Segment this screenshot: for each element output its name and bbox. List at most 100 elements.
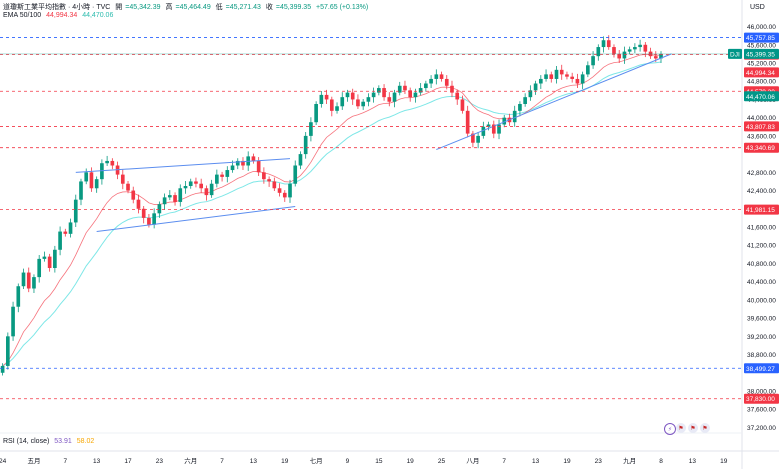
x-tick-label: 九月 xyxy=(623,456,636,465)
candle-body xyxy=(282,192,287,198)
x-tick-label: 五月 xyxy=(27,457,40,465)
candle-body xyxy=(418,88,423,93)
high-label: 高 xyxy=(165,4,173,11)
x-tick-label: 六月 xyxy=(184,456,197,465)
ema100-value: 44,470.06 xyxy=(82,12,114,19)
candle-body xyxy=(653,56,658,59)
candle-body xyxy=(303,135,308,155)
flag-icon-3[interactable]: ⚑ xyxy=(700,423,710,433)
price-tag-label: 38,499.27 xyxy=(746,366,775,373)
x-tick-label: 13 xyxy=(532,458,540,465)
candle-body xyxy=(450,85,454,93)
trendline xyxy=(96,206,296,233)
open-label: 開 xyxy=(115,4,123,11)
candle-body xyxy=(622,51,627,59)
symbol-tag: DJI xyxy=(730,51,740,58)
ema100-tag: 44,470.06 xyxy=(746,94,775,101)
ema-legend[interactable]: EMA 50/100 44,994.34 44,470.06 xyxy=(3,12,116,19)
y-tick-label: 37,600.00 xyxy=(747,407,776,414)
candle-body xyxy=(53,249,57,268)
candle-body xyxy=(512,110,517,123)
x-tick-label: 15 xyxy=(375,458,383,465)
candle-body xyxy=(235,160,240,166)
candle-body xyxy=(204,188,209,196)
candle-body xyxy=(643,44,648,52)
last-price-tag-bg xyxy=(744,48,779,59)
candle-body xyxy=(309,122,313,136)
candle-body xyxy=(79,181,83,200)
y-tick-label: 45,600.00 xyxy=(747,42,776,49)
x-tick-label: 19 xyxy=(563,458,571,465)
price-tag-bg xyxy=(744,142,779,153)
candle-body xyxy=(617,53,622,59)
candle-body xyxy=(596,47,601,57)
candle-body xyxy=(262,172,266,180)
candle-body xyxy=(591,56,595,66)
open-value: =45,342.39 xyxy=(125,4,161,11)
trendline xyxy=(75,158,291,173)
candle-body xyxy=(356,99,360,107)
candle-body xyxy=(533,83,538,91)
x-tick-label: 8 xyxy=(659,458,663,465)
candle-body xyxy=(340,97,345,107)
candle-body xyxy=(47,256,52,268)
x-tick-label: 七月 xyxy=(310,456,323,465)
lightning-icon[interactable]: ⚡ xyxy=(664,423,676,435)
y-tick-label: 37,200.00 xyxy=(747,425,776,432)
symbol-title[interactable]: 道瓊斯工業平均指數 · 4小時 · TVC xyxy=(3,4,111,11)
candle-body xyxy=(100,163,104,180)
close-label: 收 xyxy=(265,4,273,11)
candle-body xyxy=(559,69,564,75)
y-tick-label: 39,600.00 xyxy=(747,316,776,323)
price-tag-bg xyxy=(744,121,779,132)
candle-body xyxy=(538,78,543,84)
candle-body xyxy=(397,85,402,93)
candle-body xyxy=(382,88,386,98)
flag-icon-2[interactable]: ⚑ xyxy=(688,423,698,433)
ema50-line xyxy=(2,54,662,367)
x-tick-label: 17 xyxy=(124,458,132,465)
candle-body xyxy=(455,92,460,100)
candle-body xyxy=(434,74,439,79)
candle-body xyxy=(606,40,611,48)
x-tick-label: 13 xyxy=(93,458,101,465)
candle-body xyxy=(549,74,554,79)
candle-body xyxy=(544,74,548,79)
price-tag-bg xyxy=(744,363,779,374)
candle-body xyxy=(314,104,318,123)
trendline xyxy=(436,53,672,151)
candle-body xyxy=(141,208,146,218)
symbol-tag-bg xyxy=(728,48,742,59)
candle-body xyxy=(444,78,449,86)
candle-body xyxy=(350,92,355,100)
candle-body xyxy=(37,258,42,278)
low-value: =45,271.43 xyxy=(225,4,261,11)
candle-body xyxy=(502,117,507,125)
candle-body xyxy=(403,85,407,91)
flag-icon[interactable]: ⚑ xyxy=(676,423,686,433)
high-value: =45,464.49 xyxy=(175,4,211,11)
candle-body xyxy=(638,44,642,48)
rsi-legend[interactable]: RSI (14, close) 53.91 58.02 xyxy=(3,438,97,445)
candle-body xyxy=(366,97,371,102)
candle-body xyxy=(173,195,177,202)
price-tag-label: 43,340.69 xyxy=(746,145,775,152)
x-tick-label: 24 xyxy=(0,458,7,465)
y-tick-label: 42,800.00 xyxy=(747,170,776,177)
candle-body xyxy=(183,186,188,189)
candle-body xyxy=(497,124,501,134)
candle-body xyxy=(575,78,580,84)
price-tag-bg xyxy=(744,204,779,215)
candle-body xyxy=(63,231,68,234)
candle-body xyxy=(491,124,496,134)
candle-body xyxy=(523,97,527,104)
candle-body xyxy=(188,181,193,186)
candle-body xyxy=(601,40,606,48)
candle-body xyxy=(209,183,214,196)
candle-body xyxy=(408,90,413,98)
ema50-tag: 44,994.34 xyxy=(746,70,775,77)
candle-body xyxy=(147,217,151,225)
candle-body xyxy=(152,213,156,225)
y-tick-label: 41,600.00 xyxy=(747,225,776,232)
